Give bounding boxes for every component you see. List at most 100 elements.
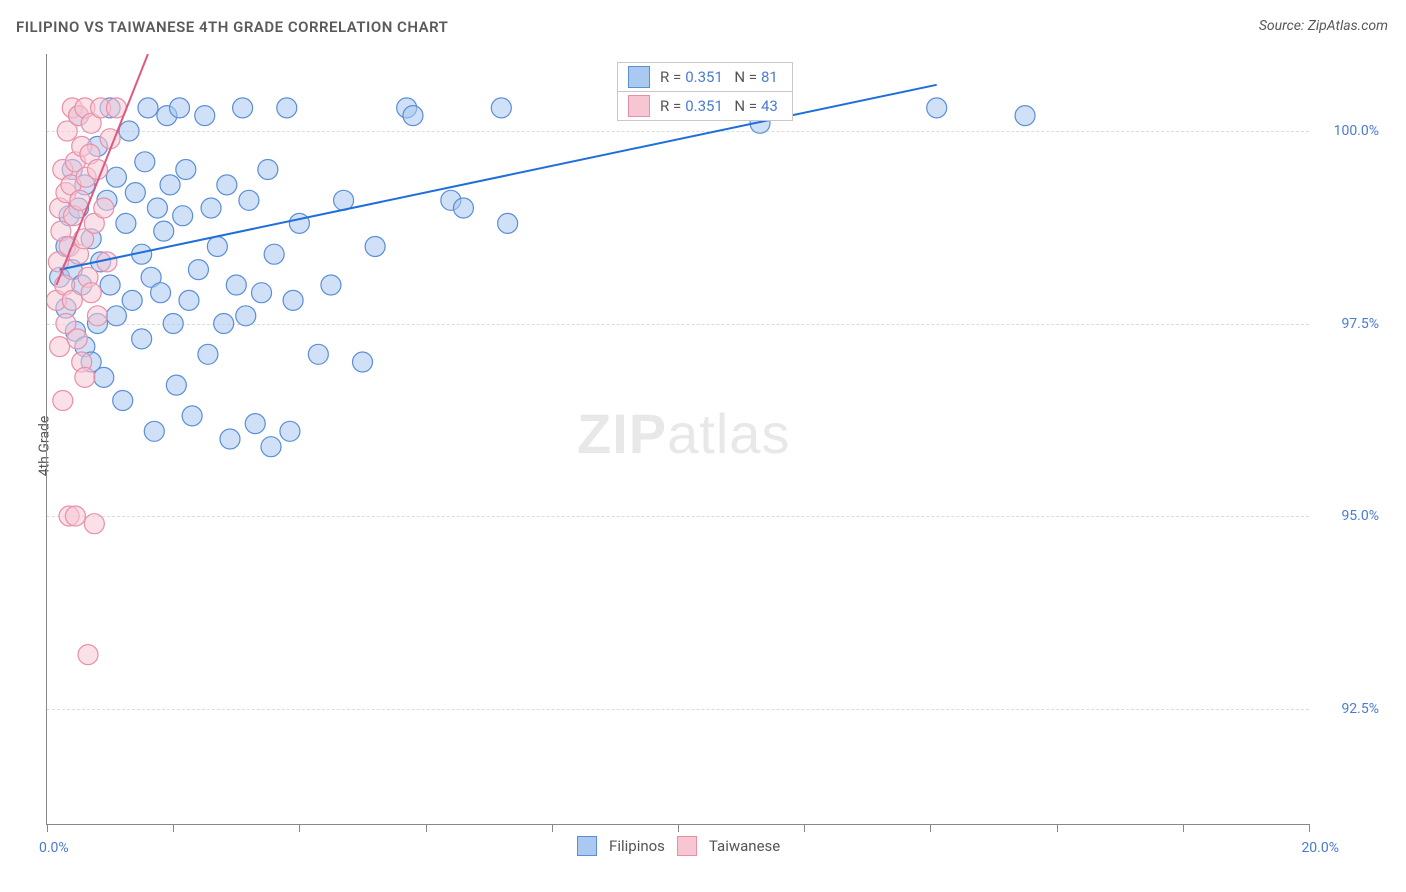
scatter-point: [1015, 106, 1035, 126]
scatter-point: [106, 306, 126, 326]
x-tick: [1309, 824, 1310, 832]
scatter-point: [116, 213, 136, 233]
scatter-point: [87, 306, 107, 326]
scatter-point: [217, 175, 237, 195]
scatter-point: [283, 290, 303, 310]
legend-swatch: [677, 836, 697, 856]
x-tick: [426, 824, 427, 832]
x-tick: [930, 824, 931, 832]
scatter-point: [198, 344, 218, 364]
scatter-point: [160, 175, 180, 195]
scatter-point: [264, 244, 284, 264]
scatter-point: [491, 98, 511, 118]
scatter-point: [125, 183, 145, 203]
scatter-point: [498, 213, 518, 233]
scatter-point: [151, 283, 171, 303]
scatter-point: [353, 352, 373, 372]
scatter-point: [453, 198, 473, 218]
scatter-point: [289, 213, 309, 233]
scatter-point: [280, 421, 300, 441]
scatter-point: [147, 198, 167, 218]
scatter-point: [84, 514, 104, 534]
scatter-point: [261, 437, 281, 457]
scatter-point: [135, 152, 155, 172]
scatter-point: [182, 406, 202, 426]
scatter-point: [81, 283, 101, 303]
scatter-point: [188, 260, 208, 280]
scatter-point: [94, 367, 114, 387]
chart-title: FILIPINO VS TAIWANESE 4TH GRADE CORRELAT…: [16, 18, 448, 36]
scatter-point: [365, 237, 385, 257]
scatter-point: [138, 98, 158, 118]
legend-label: Taiwanese: [709, 837, 780, 855]
x-min-label: 0.0%: [39, 840, 69, 856]
scatter-point: [226, 275, 246, 295]
scatter-point: [236, 306, 256, 326]
x-max-label: 20.0%: [1301, 840, 1339, 856]
legend-swatch: [628, 66, 650, 88]
scatter-point: [220, 429, 240, 449]
y-tick-label: 97.5%: [1319, 316, 1379, 332]
scatter-point: [321, 275, 341, 295]
legend-label: Filipinos: [609, 837, 665, 855]
y-tick-label: 100.0%: [1319, 123, 1379, 139]
y-tick-label: 92.5%: [1319, 701, 1379, 717]
scatter-point: [170, 98, 190, 118]
scatter-point: [927, 98, 947, 118]
scatter-point: [113, 391, 133, 411]
scatter-point: [176, 160, 196, 180]
x-tick: [678, 824, 679, 832]
scatter-point: [100, 275, 120, 295]
scatter-point: [106, 167, 126, 187]
x-tick: [299, 824, 300, 832]
scatter-point: [207, 237, 227, 257]
source-label: Source: ZipAtlas.com: [1259, 18, 1388, 34]
scatter-point: [245, 414, 265, 434]
scatter-point: [154, 221, 174, 241]
scatter-point: [166, 375, 186, 395]
legend-swatch: [628, 95, 650, 117]
scatter-point: [308, 344, 328, 364]
plot-area: 92.5%95.0%97.5%100.0%0.0%20.0%ZIPatlasR …: [46, 54, 1309, 825]
scatter-point: [163, 314, 183, 334]
scatter-point: [173, 206, 193, 226]
x-tick: [1057, 824, 1058, 832]
scatter-point: [50, 337, 70, 357]
x-tick: [804, 824, 805, 832]
scatter-point: [277, 98, 297, 118]
scatter-point: [201, 198, 221, 218]
x-tick: [1183, 824, 1184, 832]
legend-row: R = 0.351 N = 81: [618, 63, 792, 92]
legend-swatch: [577, 836, 597, 856]
scatter-svg: [47, 54, 1309, 824]
scatter-point: [214, 314, 234, 334]
r-value: 0.351: [685, 97, 723, 115]
correlation-legend: R = 0.351 N = 81R = 0.351 N = 43: [617, 62, 793, 121]
r-value: 0.351: [685, 68, 723, 86]
series-legend: Filipinos Taiwanese: [577, 836, 780, 856]
y-tick-label: 95.0%: [1319, 508, 1379, 524]
n-value: 43: [761, 97, 778, 115]
scatter-point: [239, 190, 259, 210]
scatter-point: [65, 506, 85, 526]
scatter-point: [75, 367, 95, 387]
scatter-point: [94, 198, 114, 218]
x-tick: [552, 824, 553, 832]
scatter-point: [119, 121, 139, 141]
scatter-point: [258, 160, 278, 180]
scatter-point: [53, 391, 73, 411]
legend-row: R = 0.351 N = 43: [618, 92, 792, 120]
x-tick: [47, 824, 48, 832]
scatter-point: [62, 290, 82, 310]
scatter-point: [195, 106, 215, 126]
scatter-point: [233, 98, 253, 118]
scatter-point: [252, 283, 272, 303]
n-value: 81: [761, 68, 778, 86]
scatter-point: [122, 290, 142, 310]
scatter-point: [179, 290, 199, 310]
scatter-point: [78, 645, 98, 665]
x-tick: [173, 824, 174, 832]
scatter-point: [132, 329, 152, 349]
scatter-point: [403, 106, 423, 126]
scatter-point: [144, 421, 164, 441]
